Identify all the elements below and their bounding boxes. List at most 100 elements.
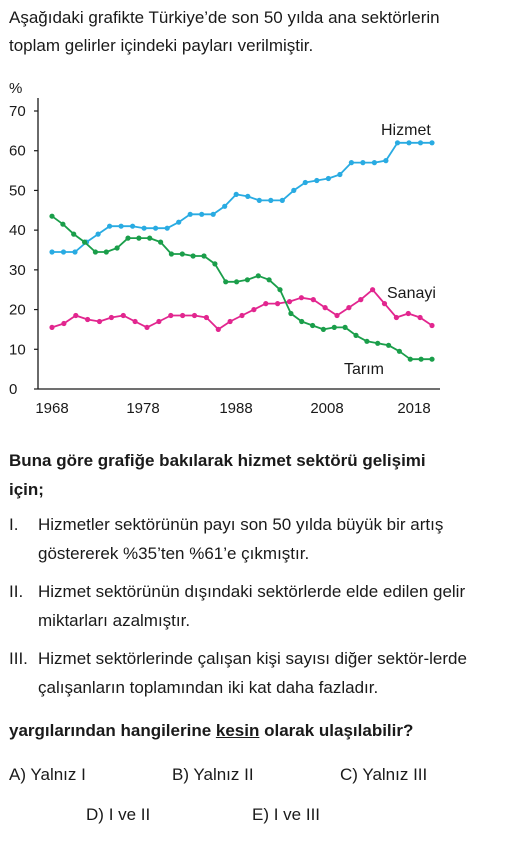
data-point (234, 279, 240, 285)
data-point (210, 211, 216, 217)
data-point (164, 225, 170, 231)
option-text: I ve II (108, 805, 151, 824)
data-point (277, 287, 283, 293)
data-point (227, 318, 233, 325)
data-point (103, 249, 109, 255)
data-point (168, 251, 174, 257)
data-point (190, 253, 196, 259)
data-point (168, 312, 174, 319)
data-point (263, 301, 269, 307)
data-point (141, 225, 147, 231)
data-point (136, 235, 142, 241)
closing-after: olarak ulaşılabilir? (259, 721, 414, 740)
data-point (325, 175, 331, 182)
data-point (299, 318, 305, 325)
data-point (266, 277, 272, 283)
option-c[interactable]: C) Yalnız III (340, 764, 427, 786)
data-point (245, 193, 251, 199)
question-closing: yargılarından hangilerine kesin olarak u… (9, 716, 521, 745)
data-point (223, 279, 229, 285)
statement-number: II. (9, 582, 24, 601)
data-point (314, 177, 320, 184)
y-tick-label: 30 (9, 262, 26, 279)
data-point (417, 140, 424, 146)
option-e[interactable]: E) I ve III (252, 804, 320, 826)
data-point (118, 223, 124, 229)
data-point (222, 203, 228, 209)
y-tick-label: 50 (9, 182, 26, 199)
data-point (279, 197, 285, 203)
data-point (407, 356, 413, 362)
data-point (429, 356, 435, 362)
series-lines (49, 140, 435, 362)
data-point (233, 191, 239, 197)
data-point (96, 318, 103, 325)
data-point (360, 160, 366, 166)
question-line-2: için; (9, 480, 44, 499)
data-point (418, 356, 424, 362)
option-letter: C) (340, 765, 358, 784)
data-point (346, 305, 352, 311)
y-tick-label: 0 (9, 381, 17, 398)
data-point (125, 235, 131, 241)
data-point (108, 314, 114, 321)
option-text: Yalnız II (193, 765, 254, 784)
data-point (130, 223, 136, 229)
statement-1: I. Hizmetler sektörünün payı son 50 yıld… (9, 510, 521, 568)
data-point (396, 348, 402, 354)
question-line-1: Buna göre grafiğe bakılarak hizmet sektö… (9, 451, 426, 470)
option-letter: D) (86, 805, 104, 824)
data-point (158, 239, 164, 245)
closing-before: yargılarından hangilerine (9, 721, 216, 740)
data-point (371, 160, 377, 166)
data-point (353, 332, 359, 338)
data-point (255, 273, 261, 279)
option-a[interactable]: A) Yalnız I (9, 764, 86, 786)
data-point (298, 295, 304, 301)
data-point (251, 307, 257, 313)
data-point (383, 158, 389, 164)
data-point (405, 310, 411, 317)
data-point (364, 338, 370, 344)
data-point (114, 245, 120, 251)
data-point (342, 324, 348, 330)
data-point (60, 221, 66, 227)
data-point (107, 223, 113, 229)
series-line-2 (51, 215, 432, 361)
data-point (302, 179, 308, 186)
data-point (72, 249, 78, 255)
data-point (417, 314, 423, 321)
data-point (176, 219, 182, 225)
x-tick-label: 1988 (219, 400, 252, 417)
data-point (73, 312, 79, 319)
data-point (61, 320, 67, 327)
data-point (153, 225, 159, 231)
data-point (286, 299, 293, 305)
data-point (71, 231, 77, 237)
option-text: Yalnız III (362, 765, 428, 784)
data-point (191, 312, 198, 319)
statement-2: II. Hizmet sektörünün dışındaki sektörle… (9, 577, 521, 635)
data-point (82, 239, 88, 245)
data-point (199, 211, 205, 217)
y-tick-label: 70 (9, 103, 26, 120)
data-point (95, 231, 101, 237)
data-point (375, 340, 381, 346)
series-labels: Hizmet Sanayi Tarım (344, 122, 436, 378)
option-d[interactable]: D) I ve II (86, 804, 150, 826)
data-point (187, 211, 193, 217)
y-axis-label: % (9, 80, 22, 97)
option-b[interactable]: B) Yalnız II (172, 764, 254, 786)
data-point (49, 249, 55, 255)
data-point (370, 287, 376, 293)
data-point (348, 160, 354, 166)
data-point (393, 314, 399, 321)
data-point (244, 277, 250, 283)
series-line-1 (51, 288, 433, 331)
data-point (132, 318, 138, 325)
data-point (310, 322, 316, 329)
x-tick-label: 1978 (126, 400, 159, 417)
statement-text: Hizmet sektörünün dışındaki sektörlerde … (38, 582, 466, 630)
data-point (275, 301, 281, 307)
y-tick-label: 60 (9, 143, 26, 160)
